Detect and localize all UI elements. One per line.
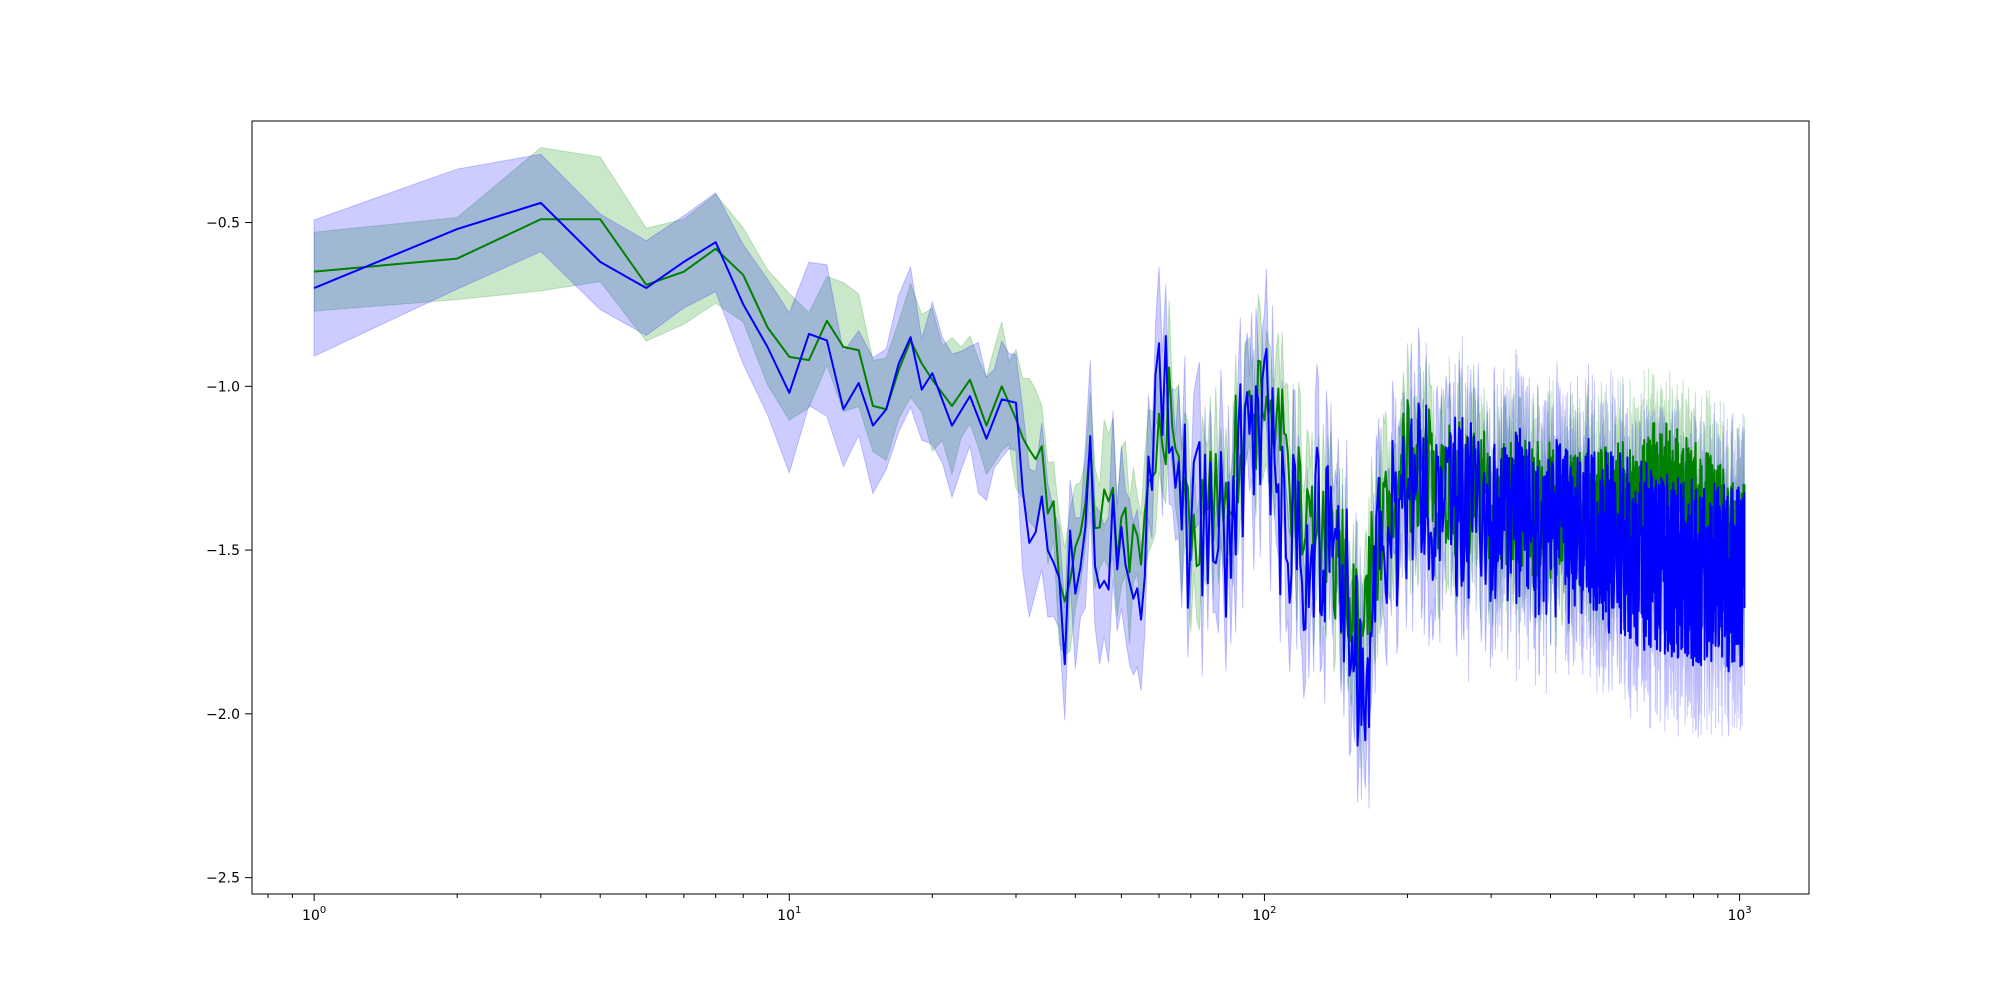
y-axis: −0.5 −1.0 −1.5 −2.0 −2.5 [206,216,252,887]
x-tick-label: 101 [777,905,801,924]
x-axis: 100 101 102 103 [267,894,1752,924]
y-tick-label: −1.0 [206,379,240,395]
series-2-confidence-band [313,153,1745,809]
x-tick-label: 103 [1727,905,1751,924]
y-tick-label: −2.5 [206,871,240,887]
series-2-line [313,201,1746,747]
y-tick-label: −1.5 [206,543,240,559]
x-tick-label: 102 [1252,905,1276,924]
x-tick-label: 100 [302,905,326,924]
y-tick-label: −2.0 [206,707,240,723]
y-tick-label: −0.5 [206,216,240,232]
plot-area [313,147,1746,809]
axes-frame [251,120,1810,895]
